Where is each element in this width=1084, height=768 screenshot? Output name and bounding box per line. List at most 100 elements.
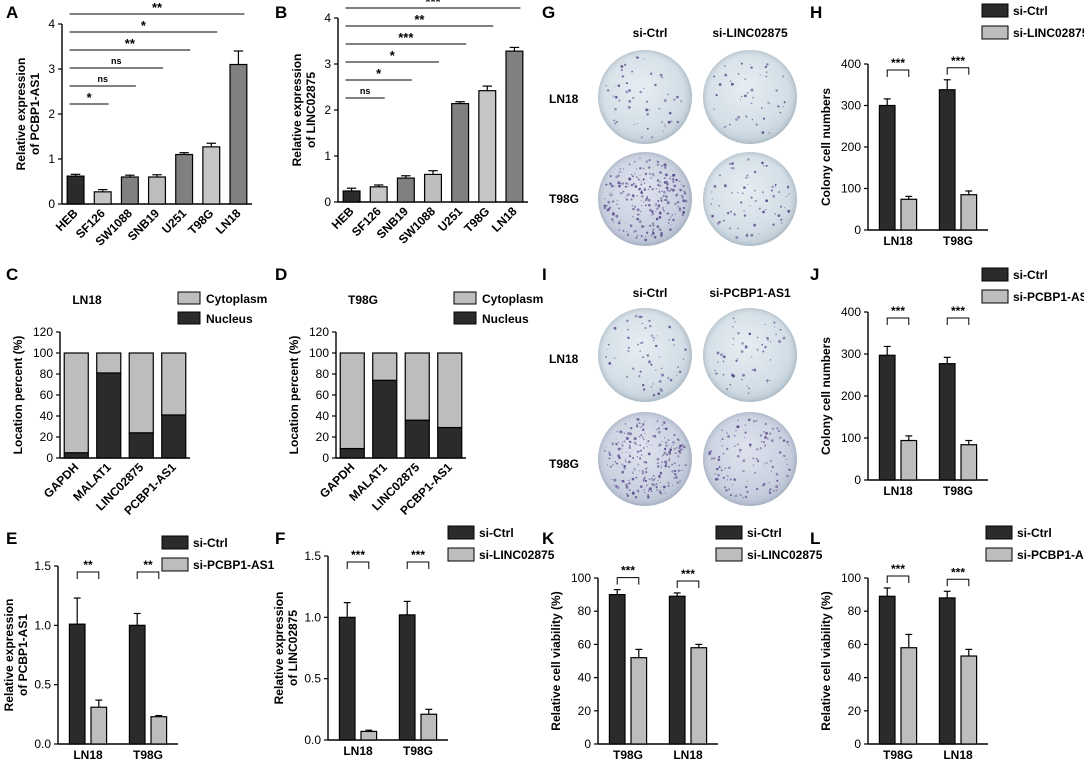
colony-dot <box>627 460 631 464</box>
chart-j-ytick-label-4: 400 <box>841 305 861 319</box>
colony-dot <box>643 182 646 184</box>
colony-dot <box>681 197 684 200</box>
colony-dot <box>682 195 684 198</box>
colony-dot <box>745 234 749 237</box>
chart-k-sig-bracket-1 <box>676 580 700 588</box>
colony-dot <box>636 208 640 212</box>
colony-dot <box>775 489 778 492</box>
colony-dot <box>606 464 609 466</box>
colony-dot <box>625 485 629 489</box>
chart-a-sig-label-5: ** <box>152 0 163 15</box>
colony-dot <box>639 157 641 159</box>
colony-dot <box>603 204 606 207</box>
colony-dot <box>667 445 670 447</box>
chart-a-ylabel-1: of PCBP1-AS1 <box>28 73 42 155</box>
colony-dot <box>659 211 662 214</box>
colony-dot <box>639 444 641 446</box>
chart-b-sig-label-1: * <box>376 66 382 81</box>
panel-label-a: A <box>6 3 19 22</box>
colony-dot <box>729 163 731 165</box>
colony-dot <box>650 334 654 337</box>
colony-dot <box>646 445 648 447</box>
colony-dot <box>759 434 763 437</box>
chart-h-ytick-label-4: 400 <box>841 57 861 71</box>
colony-dot <box>664 464 667 468</box>
chart-j-ylabel-0: Colony cell numbers <box>819 337 833 455</box>
colony-dot <box>640 194 644 198</box>
chart-f-bar-1-0 <box>398 614 416 741</box>
chart-b-xtick-label-6: LN18 <box>489 204 520 235</box>
colony-dot <box>605 355 608 358</box>
colony-dot <box>720 469 723 472</box>
colony-dot <box>746 385 748 387</box>
chart-f-ylabel-1: of LINC02875 <box>286 610 300 686</box>
colony-dot <box>773 321 776 324</box>
colony-dot <box>646 127 649 130</box>
colony-dot <box>651 232 655 235</box>
chart-f-bar-0-0 <box>338 616 356 741</box>
colony-dot <box>785 459 787 461</box>
colony-dot <box>611 212 615 216</box>
colony-dot <box>770 459 773 463</box>
chart-d-ytick-label-3: 60 <box>316 388 330 402</box>
chart-h-sig-label-1: *** <box>951 54 965 68</box>
panel-label-b: B <box>275 3 288 22</box>
colony-dot <box>650 210 654 213</box>
chart-j: 0 100 200 300 400 Colony cell numbers LN18 *** T… <box>810 262 1084 524</box>
chart-a-ytick-label-0: 0 <box>48 197 55 211</box>
colony-dot <box>626 494 629 497</box>
colony-dot <box>671 463 674 466</box>
chart-d-legend-label-0: Cytoplasm <box>482 292 543 306</box>
colony-dot <box>635 476 638 479</box>
chart-l-bar-1-0 <box>938 597 956 745</box>
colony-dot <box>661 455 663 457</box>
colony-dot <box>662 130 664 132</box>
colony-dot <box>636 425 639 428</box>
colony-dot <box>654 344 658 348</box>
chart-e-legend-label-1: si-PCBP1-AS1 <box>193 558 275 572</box>
colony-dot <box>755 420 758 422</box>
colony-dot <box>655 486 658 489</box>
chart-b-sig-label-5: *** <box>425 0 441 9</box>
colony-dot <box>658 379 662 383</box>
chart-c-title: LN18 <box>72 293 102 307</box>
colony-dot <box>724 125 727 128</box>
colony-dot <box>665 195 667 197</box>
chart-c-bar-0-cytoplasm <box>63 352 89 454</box>
colony-dot <box>761 191 765 194</box>
colony-dot <box>621 444 624 447</box>
colony-dot <box>612 464 614 466</box>
colony-dot <box>621 463 624 466</box>
colony-dot <box>661 464 663 466</box>
colony-dot <box>655 217 659 221</box>
colony-dot <box>615 95 618 99</box>
colony-dot <box>628 482 631 485</box>
colony-dot <box>676 95 679 99</box>
colony-dot <box>741 192 744 195</box>
colony-dot <box>620 64 624 68</box>
colony-dot <box>620 171 622 173</box>
colony-dot <box>779 328 782 331</box>
colony-dot <box>617 221 621 225</box>
chart-e-sig-bracket-0 <box>76 571 100 579</box>
chart-l-xtick-label-1: LN18 <box>943 748 973 762</box>
chart-j-bar-0-0 <box>878 354 896 481</box>
colony-dot <box>671 188 675 192</box>
panel-label-c: C <box>6 265 19 284</box>
colony-dot <box>642 447 645 449</box>
colony-dot <box>638 315 642 319</box>
colony-dot <box>682 185 686 188</box>
chart-a: 0 1 2 3 4 Relative expression of PCBP1-AS1 HEB S… <box>0 0 270 262</box>
colony-dot <box>636 123 638 125</box>
colony-dot <box>729 384 731 386</box>
colony-dot <box>642 478 646 481</box>
colony-dot <box>621 182 624 185</box>
colony-dot <box>632 198 634 200</box>
colony-dot <box>609 182 612 186</box>
chart-k-legend-label-1: si-LINC02875 <box>747 548 823 562</box>
colony-dot <box>626 319 629 323</box>
colony-dot <box>646 354 650 357</box>
chart-j-xtick-label-1: T98G <box>943 484 973 498</box>
chart-c-ytick-label-0: 0 <box>46 451 53 465</box>
chart-a-bar-1 <box>93 191 112 205</box>
